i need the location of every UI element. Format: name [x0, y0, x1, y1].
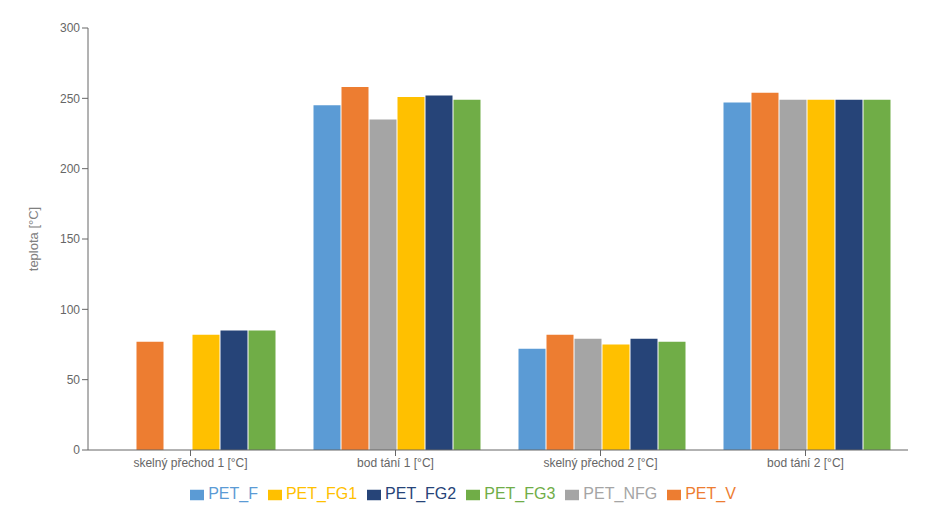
svg-text:bod tání 1 [°C]: bod tání 1 [°C] — [357, 456, 434, 470]
html-text:PET_FG3: PET_FG3 — [484, 485, 556, 502]
svg-text:200: 200 — [60, 162, 80, 176]
svg-text:150: 150 — [60, 232, 80, 246]
html-text:PET_NFG: PET_NFG — [583, 485, 658, 502]
svg-text:teplota [°C]: teplota [°C] — [26, 207, 41, 271]
svg-text:100: 100 — [60, 303, 80, 317]
html-text:PET_V: PET_V — [685, 485, 736, 502]
svg-text:300: 300 — [60, 21, 80, 35]
svg-text:0: 0 — [73, 443, 80, 457]
html-text:PET_FG1: PET_FG1 — [285, 485, 358, 502]
svg-text:skelný přechod 1 [°C]: skelný přechod 1 [°C] — [133, 456, 247, 470]
svg-text:250: 250 — [60, 92, 80, 106]
svg-text:bod tání 2 [°C]: bod tání 2 [°C] — [767, 456, 844, 470]
svg-text:50: 50 — [67, 373, 81, 387]
html-text:PET_FG2: PET_FG2 — [385, 485, 457, 502]
html-text:PET_F: PET_F — [208, 485, 258, 502]
svg-text:skelný přechod 2 [°C]: skelný přechod 2 [°C] — [543, 456, 657, 470]
